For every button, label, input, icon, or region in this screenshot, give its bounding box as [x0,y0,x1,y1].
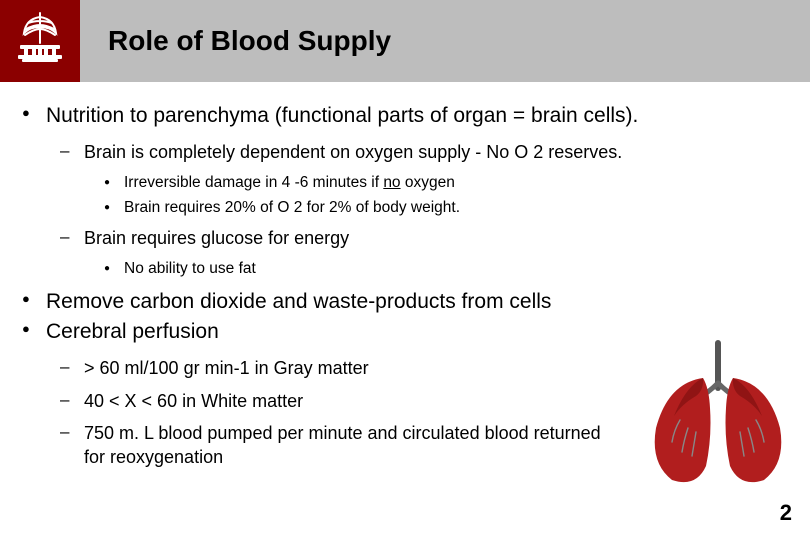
subsubbullet-damage: Irreversible damage in 4 -6 minutes if n… [84,173,790,194]
bullet-remove-co2: Remove carbon dioxide and waste-products… [20,288,790,316]
slide-title: Role of Blood Supply [108,25,391,57]
lungs-illustration [638,338,798,488]
page-number: 2 [780,500,792,526]
subsubbullet-brain-percent: Brain requires 20% of O 2 for 2% of body… [84,198,790,219]
lungs-icon [638,338,798,488]
bullet-text: Cerebral perfusion [46,320,219,343]
text-pre: Irreversible damage in 4 -6 minutes if [124,174,383,191]
subbullet-text: Brain requires glucose for energy [84,228,349,248]
subsubbullet-nofat: No ability to use fat [84,259,790,280]
text-post: oxygen [401,174,455,191]
logo-box [0,0,80,82]
university-crest-icon [12,9,68,73]
subbullet-glucose: Brain requires glucose for energy No abi… [46,226,790,279]
bullet-text: Nutrition to parenchyma (functional part… [46,104,638,127]
subbullet-oxygen: Brain is completely dependent on oxygen … [46,140,790,218]
text-underline: no [383,174,400,191]
subbullet-text: Brain is completely dependent on oxygen … [84,142,622,162]
header-bar: Role of Blood Supply [0,0,810,82]
bullet-nutrition: Nutrition to parenchyma (functional part… [20,102,790,280]
